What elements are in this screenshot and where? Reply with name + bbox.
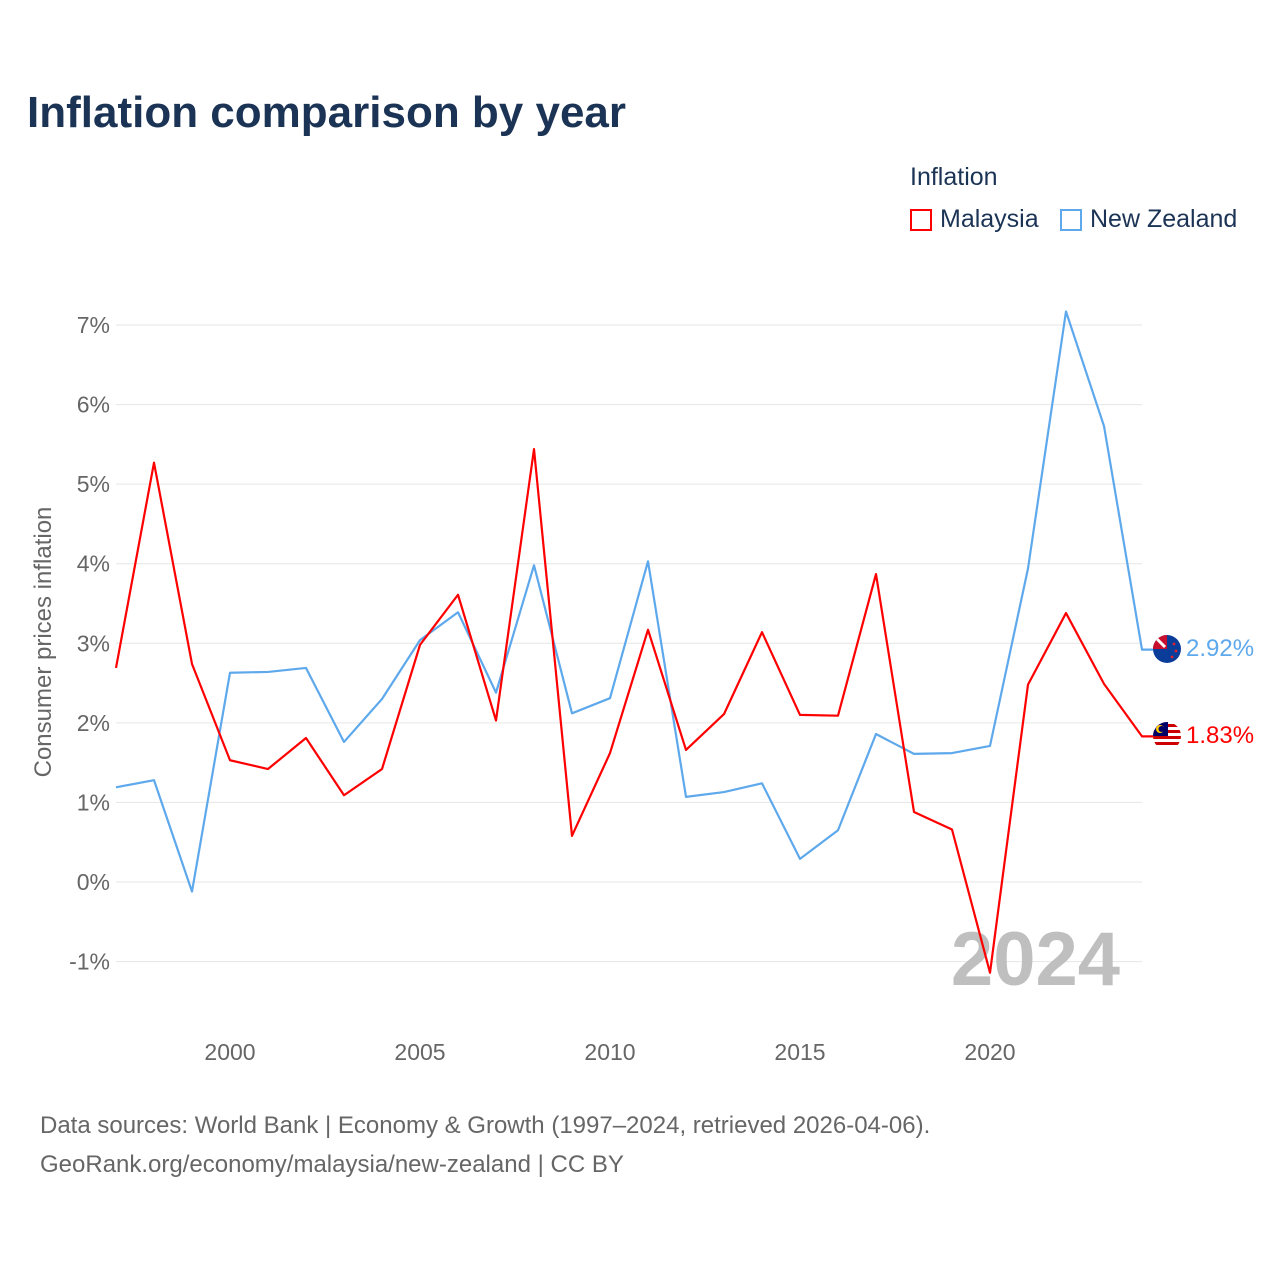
source-link[interactable]: GeoRank.org/economy/malaysia/new-zealand… <box>40 1151 624 1178</box>
legend-item-new-zealand[interactable]: New Zealand <box>1060 205 1237 234</box>
y-tick-label: 1% <box>77 789 110 815</box>
y-tick-label: 5% <box>77 471 110 497</box>
y-tick-label: 7% <box>77 312 110 338</box>
end-label-new-zealand: 2.92% <box>1186 635 1254 662</box>
year-watermark: 2024 <box>951 917 1120 1002</box>
source-line: Data sources: World Bank | Economy & Gro… <box>40 1112 931 1139</box>
x-tick-label: 2005 <box>394 1039 445 1065</box>
chart-title: Inflation comparison by year <box>27 88 627 137</box>
source-note: Data sources: World Bank | Economy & Gro… <box>40 1106 930 1184</box>
x-tick-label: 2000 <box>204 1039 255 1065</box>
end-label-malaysia: 1.83% <box>1186 722 1254 749</box>
legend-label: Malaysia <box>940 205 1039 233</box>
y-tick-label: -1% <box>69 949 110 975</box>
y-tick-label: 2% <box>77 710 110 736</box>
y-axis-label: Consumer prices inflation <box>30 507 57 778</box>
flag-new-zealand-icon <box>1153 635 1181 663</box>
x-tick-label: 2015 <box>774 1039 825 1065</box>
legend-swatch <box>1060 208 1082 231</box>
legend-swatch <box>910 208 932 231</box>
legend-label: New Zealand <box>1090 205 1238 233</box>
y-tick-label: 3% <box>77 630 110 656</box>
y-tick-label: 0% <box>77 869 110 895</box>
flag-malaysia-icon <box>1153 722 1181 750</box>
series-line-new-zealand <box>115 310 1153 893</box>
x-tick-label: 2010 <box>584 1039 635 1065</box>
y-tick-label: 4% <box>77 551 110 577</box>
y-tick-label: 6% <box>77 392 110 418</box>
x-tick-label: 2020 <box>964 1039 1015 1065</box>
series-line-malaysia <box>114 448 1153 974</box>
legend-title: Inflation <box>910 163 998 191</box>
legend-item-malaysia[interactable]: Malaysia <box>910 205 1039 234</box>
